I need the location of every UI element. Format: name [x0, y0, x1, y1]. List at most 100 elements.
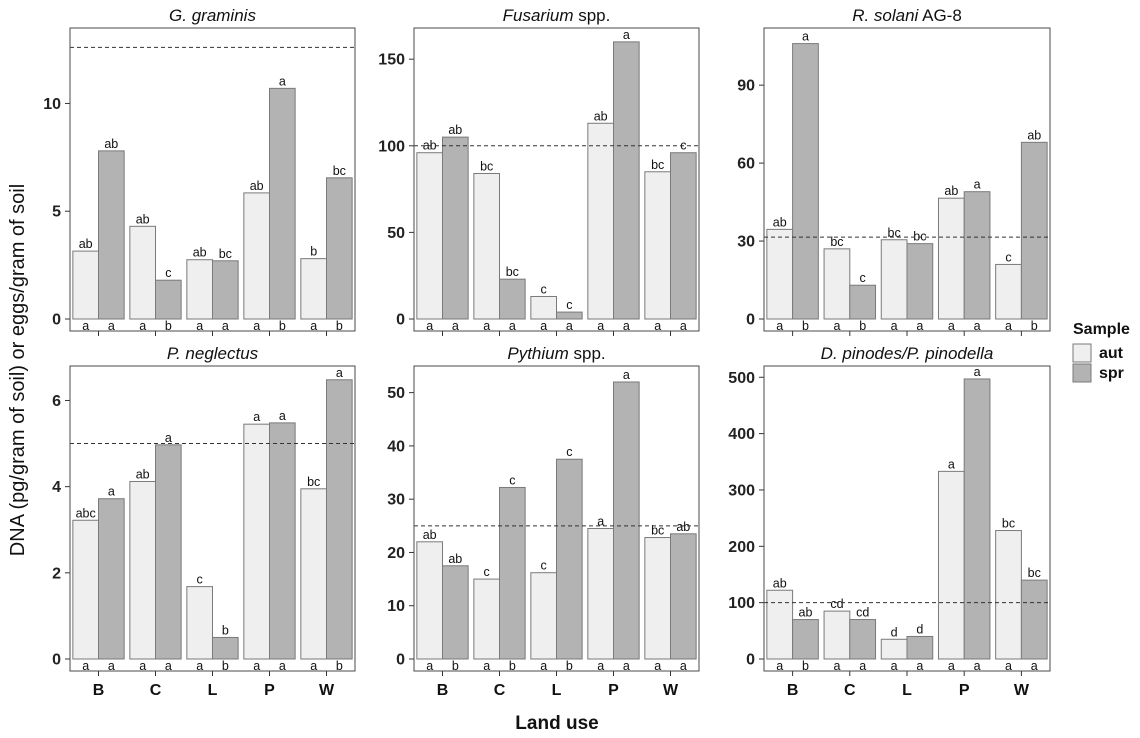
legend-label-aut: aut [1099, 345, 1124, 362]
bar-aut-W [995, 263, 1022, 320]
bar-bottom-label: a [452, 319, 459, 333]
bar-spr-P [963, 191, 991, 320]
bar-aut-W [300, 488, 328, 660]
y-tick-label: 6 [52, 393, 61, 410]
panel-frame [69, 27, 356, 332]
bar-top-label: ab [448, 552, 462, 566]
bar-top-label: bc [1028, 566, 1041, 580]
bar-top-label: c [541, 559, 547, 573]
bar-bottom-label: a [253, 319, 260, 333]
bar-aut-B [416, 541, 444, 660]
bar-bottom-label: a [222, 319, 229, 333]
bar-top-label: ab [773, 576, 787, 590]
y-tick-label: 30 [737, 234, 755, 251]
bar-bottom-label: a [540, 319, 547, 333]
bar-spr-C [499, 278, 526, 320]
bar-spr-W [326, 177, 353, 320]
bar-spr-P [613, 381, 640, 660]
bar-top-label: ab [104, 137, 118, 151]
bar-top-label: bc [830, 235, 843, 249]
x-tick-label-C: C [494, 682, 506, 699]
bar-spr-W [1020, 579, 1048, 660]
bar-top-label: bc [913, 230, 926, 244]
bar-bottom-label: a [680, 659, 687, 673]
panel-frame [413, 27, 700, 332]
bar-bottom-label: a [974, 319, 981, 333]
bar-bottom-label: a [654, 319, 661, 333]
bar-spr-C [499, 486, 526, 660]
bar-bottom-label: b [802, 319, 809, 333]
bar-aut-B [72, 250, 99, 320]
bar-spr-L [906, 635, 934, 660]
bar-aut-W [995, 530, 1022, 660]
panel-title: P. neglectus [167, 344, 259, 363]
bar-bottom-label: a [948, 659, 955, 673]
bar-top-label: c [509, 473, 515, 487]
y-tick-label: 100 [378, 138, 405, 155]
bar-spr-B [792, 43, 819, 320]
bar-bottom-label: a [139, 659, 146, 673]
bar-top-label: bc [480, 160, 493, 174]
y-tick-label: 100 [728, 595, 755, 612]
bar-spr-P [963, 378, 991, 660]
bar-spr-B [442, 136, 469, 320]
bar-top-label: c [860, 271, 866, 285]
bar-top-label: c [566, 298, 572, 312]
bar-bottom-label: a [916, 319, 923, 333]
bar-spr-C [155, 444, 182, 660]
bar-top-label: a [279, 74, 286, 88]
legend-label-spr: spr [1099, 365, 1124, 382]
bar-spr-W [1020, 141, 1048, 320]
bar-top-label: d [916, 622, 923, 636]
panel-1: G. graminis0510abaabaabacbababcaabaabbab… [43, 6, 356, 336]
bar-top-label: ab [193, 246, 207, 260]
y-tick-label: 5 [52, 204, 61, 221]
bar-top-label: ab [250, 179, 264, 193]
bar-aut-P [937, 197, 965, 320]
y-tick-label: 500 [728, 370, 755, 387]
panel-title: Pythium spp. [507, 344, 605, 363]
bar-bottom-label: b [452, 659, 459, 673]
bar-bottom-label: b [336, 659, 343, 673]
bar-bottom-label: a [1005, 659, 1012, 673]
bar-spr-L [556, 311, 583, 320]
bar-top-label: ab [676, 520, 690, 534]
bar-aut-P [587, 527, 614, 660]
bar-bottom-label: a [891, 659, 898, 673]
bar-aut-L [530, 295, 557, 320]
bar-bottom-label: b [1031, 319, 1038, 333]
bar-spr-C [155, 279, 182, 320]
bar-top-label: bc [651, 524, 664, 538]
bar-aut-L [530, 572, 557, 660]
bar-bottom-label: a [597, 659, 604, 673]
legend-title: Sample [1073, 321, 1130, 338]
bar-bottom-label: a [165, 659, 172, 673]
x-tick-label-W: W [319, 682, 335, 699]
bar-aut-P [243, 192, 271, 320]
x-tick-label-B: B [787, 682, 799, 699]
bar-aut-W [644, 171, 671, 320]
y-tick-label: 60 [737, 156, 755, 173]
bar-bottom-label: a [680, 319, 687, 333]
y-tick-label: 50 [387, 385, 405, 402]
bar-aut-B [766, 589, 794, 660]
bar-top-label: ab [136, 212, 150, 226]
x-axis-label: Land use [515, 713, 598, 734]
x-tick-label-L: L [902, 682, 912, 699]
y-tick-label: 0 [52, 312, 61, 329]
bar-top-label: c [197, 573, 203, 587]
panel-frame [413, 365, 700, 672]
bar-bottom-label: a [833, 319, 840, 333]
x-tick-label-P: P [959, 682, 970, 699]
panel-6: D. pinodes/P. pinodella 0 100 200 300 400 500 a… [728, 344, 1051, 699]
legend-swatch-aut [1072, 343, 1092, 363]
bar-top-label: ab [594, 109, 608, 123]
bar-spr-W [670, 152, 697, 320]
panel-3: R. solani AG-80306090abaabbcacbbcabcaaba… [737, 6, 1051, 336]
bar-aut-C [473, 578, 501, 660]
bar-aut-L [880, 239, 908, 320]
y-tick-label: 200 [728, 539, 755, 556]
bar-aut-C [473, 173, 501, 320]
bar-top-label: bc [888, 226, 901, 240]
bar-bottom-label: a [916, 659, 923, 673]
